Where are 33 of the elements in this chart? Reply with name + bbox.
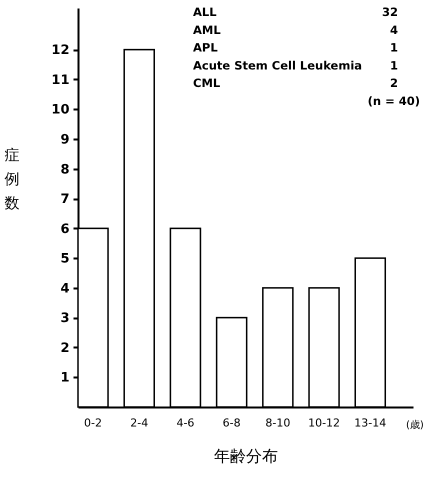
y-tick-label: 3 bbox=[60, 311, 70, 326]
x-tick-label: 10-12 bbox=[308, 416, 340, 430]
y-tick-label: 5 bbox=[60, 252, 70, 267]
x-tick-label: 0-2 bbox=[84, 416, 102, 430]
x-tick-label: 13-14 bbox=[354, 416, 386, 430]
annotation: ALL bbox=[193, 5, 218, 19]
annotation: 2 bbox=[390, 76, 398, 90]
annotation: CML bbox=[193, 76, 221, 90]
y-tick-label: 9 bbox=[60, 132, 70, 148]
y-tick-label: 7 bbox=[60, 192, 70, 208]
x-tick-label: 8-10 bbox=[265, 416, 290, 430]
annotation: AML bbox=[193, 22, 222, 37]
y-tick-label: 8 bbox=[60, 162, 70, 178]
y-tick-label: 1 bbox=[60, 370, 70, 386]
x-axis-title: 年齢分布 bbox=[214, 446, 278, 466]
annotation: (n = 40) bbox=[368, 94, 420, 108]
y-tick-label: 10 bbox=[51, 102, 70, 118]
y-tick-label: 11 bbox=[51, 72, 70, 88]
annotation: 32 bbox=[382, 5, 398, 19]
x-tick-label: 4-6 bbox=[176, 416, 194, 430]
annotation: 1 bbox=[390, 58, 398, 72]
y-tick-label: 4 bbox=[60, 281, 70, 296]
x-tick-label: 2-4 bbox=[130, 416, 148, 430]
annotation: 1 bbox=[390, 40, 398, 55]
y-tick-label: 12 bbox=[51, 43, 70, 58]
y-axis-title: 症例数 bbox=[4, 146, 20, 212]
y-tick-label: 2 bbox=[60, 340, 70, 356]
x-tick-label: 6-8 bbox=[222, 416, 241, 430]
annotation: APL bbox=[193, 40, 218, 55]
annotation: Acute Stem Cell Leukemia bbox=[193, 58, 362, 72]
y-tick-label: 6 bbox=[60, 222, 70, 237]
text: (歳) bbox=[406, 419, 424, 431]
annotation: 4 bbox=[390, 22, 398, 37]
